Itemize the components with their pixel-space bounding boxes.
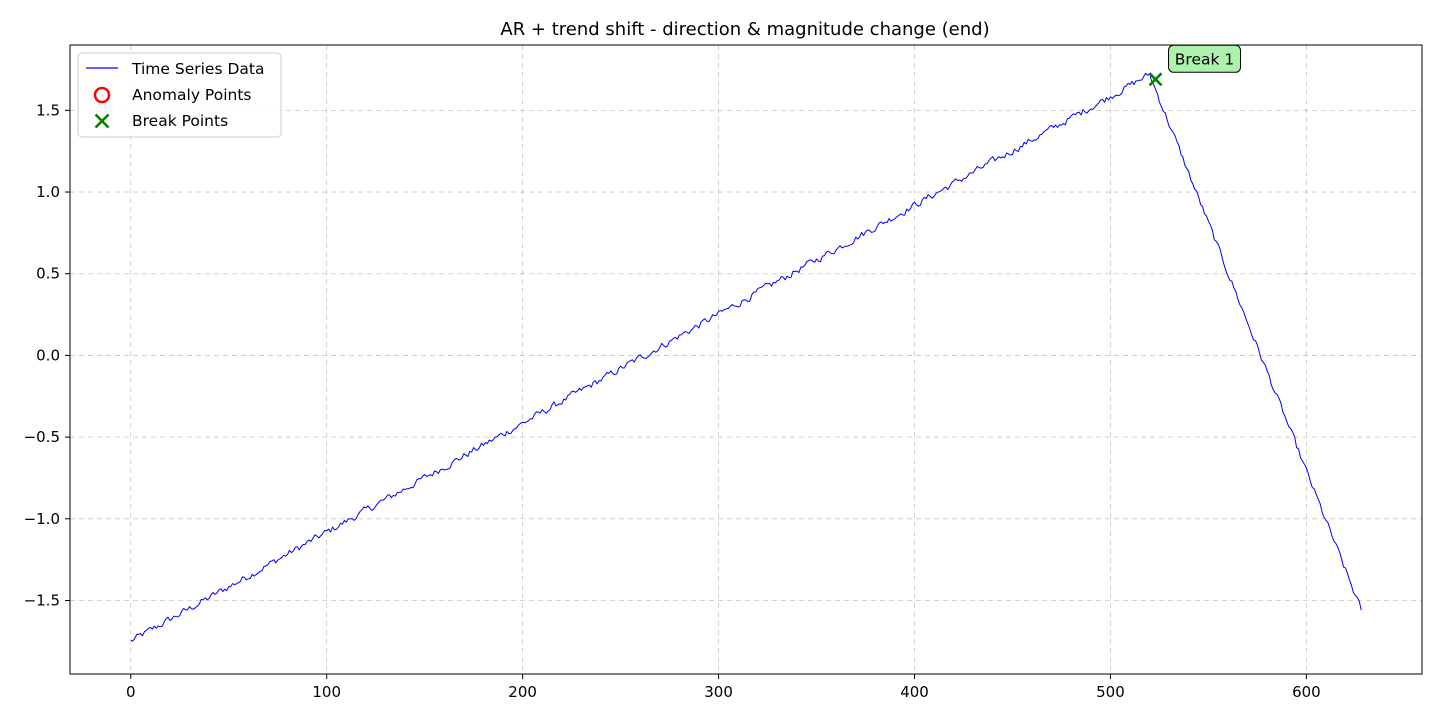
marker-layer (1148, 72, 1163, 87)
x-tick-label: 0 (126, 683, 136, 701)
plot-frame (69, 44, 1423, 675)
legend-item: Break Points (94, 112, 228, 130)
x-tick-label: 200 (508, 683, 537, 701)
break-label-box (1168, 44, 1242, 73)
legend-x-swatch (94, 113, 110, 129)
legend-label: Time Series Data (131, 60, 264, 78)
x-tick-label: 100 (312, 683, 341, 701)
y-tick-label: 1.5 (36, 101, 60, 119)
y-tick-label: 1.0 (36, 183, 60, 201)
legend: Time Series Data Anomaly Points Break Poin… (77, 52, 282, 138)
x-tick-label: 300 (704, 683, 733, 701)
series-layer (130, 72, 1362, 642)
legend-box (77, 52, 282, 138)
annotations: Break 1 (1168, 44, 1242, 73)
y-tick-label: 0.5 (36, 265, 60, 283)
grid (70, 45, 1422, 674)
series-line (130, 72, 1362, 642)
x-tick-label: 500 (1096, 683, 1125, 701)
y-tick-label: 0.0 (36, 346, 60, 364)
chart-title: AR + trend shift - direction & magnitude… (500, 19, 989, 40)
legend-item: Time Series Data (86, 60, 264, 78)
legend-label: Anomaly Points (132, 86, 251, 104)
legend-label: Break Points (132, 112, 228, 130)
axis-ticks: 0 100 200 300 400 500 600 −1.5 −1.0 −0.5 0.0 0.5 1.0… (24, 101, 1321, 701)
y-tick-label: −0.5 (24, 428, 60, 446)
y-tick-label: −1.5 (24, 591, 60, 609)
legend-circle-swatch (93, 86, 111, 104)
y-tick-label: −1.0 (24, 510, 60, 528)
x-tick-label: 400 (900, 683, 929, 701)
break-label: Break 1 (1175, 50, 1234, 68)
break-point-stroke (1148, 72, 1163, 87)
x-tick-label: 600 (1292, 683, 1321, 701)
legend-item: Anomaly Points (93, 86, 251, 104)
break-point-marker (1148, 72, 1163, 87)
